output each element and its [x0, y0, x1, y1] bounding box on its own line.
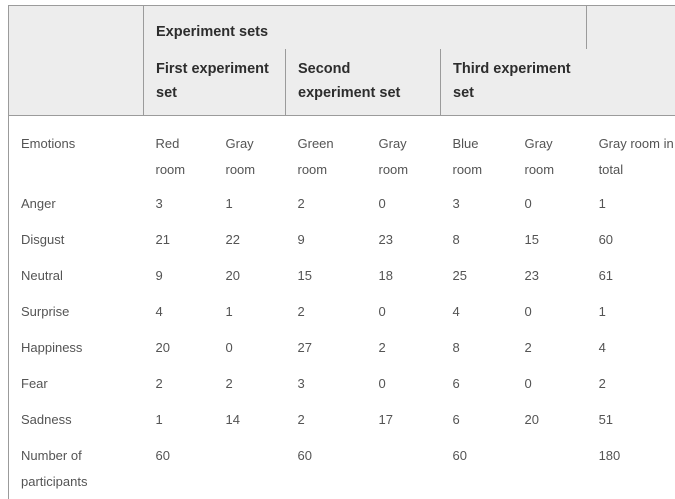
- cell-value: 3: [144, 186, 214, 222]
- column-header-row: Emotions Red room Gray room Green room G…: [9, 116, 675, 186]
- column-header-red-room: Red room: [144, 116, 214, 186]
- cell-value: 4: [587, 330, 675, 366]
- header-blank-cell: [9, 6, 144, 49]
- row-label: Fear: [9, 366, 144, 402]
- group-header-third: Third experiment set: [441, 49, 675, 116]
- cell-value: 61: [587, 258, 675, 294]
- cell-value: 0: [513, 186, 587, 222]
- cell-value: 0: [513, 294, 587, 330]
- group-header-second: Second experiment set: [286, 49, 441, 116]
- column-header-gray-room-1: Gray room: [214, 116, 286, 186]
- cell-value: 2: [513, 330, 587, 366]
- table-row-surprise: Surprise 4 1 2 0 4 0 1: [9, 294, 675, 330]
- column-header-blue-room: Blue room: [441, 116, 513, 186]
- cell-value: 2: [144, 366, 214, 402]
- cell-value: 14: [214, 402, 286, 438]
- group-header-first: First experiment set: [144, 49, 286, 116]
- cell-value: 60: [441, 438, 513, 499]
- cell-value: 2: [286, 402, 367, 438]
- cell-value: 20: [513, 402, 587, 438]
- cell-value: 22: [214, 222, 286, 258]
- cell-value: 60: [587, 222, 675, 258]
- cell-value: 8: [441, 330, 513, 366]
- table-row-fear: Fear 2 2 3 0 6 0 2: [9, 366, 675, 402]
- cell-value: 15: [286, 258, 367, 294]
- cell-value: 0: [367, 186, 441, 222]
- cell-value: 1: [587, 294, 675, 330]
- column-header-green-room: Green room: [286, 116, 367, 186]
- row-label: Neutral: [9, 258, 144, 294]
- experiment-results-table: Experiment sets First experiment set Sec…: [8, 5, 675, 499]
- cell-value: 2: [367, 330, 441, 366]
- table-row-anger: Anger 3 1 2 0 3 0 1: [9, 186, 675, 222]
- cell-value: 60: [144, 438, 214, 499]
- cell-value: 3: [286, 366, 367, 402]
- cell-value: [214, 438, 286, 499]
- cell-value: 15: [513, 222, 587, 258]
- table-row-neutral: Neutral 9 20 15 18 25 23 61: [9, 258, 675, 294]
- row-label: Sadness: [9, 402, 144, 438]
- cell-value: 1: [587, 186, 675, 222]
- cell-value: 21: [144, 222, 214, 258]
- cell-value: 4: [144, 294, 214, 330]
- cell-value: 2: [286, 294, 367, 330]
- cell-value: 23: [367, 222, 441, 258]
- cell-value: 25: [441, 258, 513, 294]
- cell-value: 9: [144, 258, 214, 294]
- cell-value: 0: [214, 330, 286, 366]
- cell-value: 8: [441, 222, 513, 258]
- header-blank-cell: [9, 49, 144, 116]
- cell-value: 1: [144, 402, 214, 438]
- column-header-gray-room-2: Gray room: [367, 116, 441, 186]
- cell-value: 23: [513, 258, 587, 294]
- cell-value: 0: [367, 294, 441, 330]
- experiment-sets-row: Experiment sets: [9, 6, 675, 49]
- header-blank-cell: [587, 6, 675, 49]
- column-header-emotions: Emotions: [9, 116, 144, 186]
- cell-value: [367, 438, 441, 499]
- cell-value: 2: [286, 186, 367, 222]
- row-label: Surprise: [9, 294, 144, 330]
- cell-value: 180: [587, 438, 675, 499]
- cell-value: 0: [513, 366, 587, 402]
- group-header-second-label: Second experiment set: [298, 61, 400, 101]
- cell-value: 4: [441, 294, 513, 330]
- group-header-first-label: First experiment set: [156, 61, 269, 101]
- table-row-participants: Number of participants 60 60 60 180: [9, 438, 675, 499]
- cell-value: [513, 438, 587, 499]
- row-label: Happiness: [9, 330, 144, 366]
- cell-value: 1: [214, 186, 286, 222]
- column-header-gray-room-total: Gray room in total: [587, 116, 675, 186]
- table-row-sadness: Sadness 1 14 2 17 6 20 51: [9, 402, 675, 438]
- cell-value: 18: [367, 258, 441, 294]
- cell-value: 17: [367, 402, 441, 438]
- experiment-sets-header: Experiment sets: [144, 6, 587, 49]
- cell-value: 2: [214, 366, 286, 402]
- cell-value: 1: [214, 294, 286, 330]
- column-header-gray-room-3: Gray room: [513, 116, 587, 186]
- cell-value: 6: [441, 366, 513, 402]
- row-label: Number of participants: [9, 438, 144, 499]
- cell-value: 27: [286, 330, 367, 366]
- cell-value: 20: [214, 258, 286, 294]
- cell-value: 2: [587, 366, 675, 402]
- cell-value: 20: [144, 330, 214, 366]
- cell-value: 6: [441, 402, 513, 438]
- cell-value: 0: [367, 366, 441, 402]
- row-label: Anger: [9, 186, 144, 222]
- cell-value: 60: [286, 438, 367, 499]
- experiment-group-row: First experiment set Second experiment s…: [9, 49, 675, 116]
- row-label: Disgust: [9, 222, 144, 258]
- table-row-happiness: Happiness 20 0 27 2 8 2 4: [9, 330, 675, 366]
- table-header: Experiment sets First experiment set Sec…: [9, 6, 675, 116]
- cell-value: 3: [441, 186, 513, 222]
- table-body: Emotions Red room Gray room Green room G…: [9, 116, 675, 499]
- group-header-third-label: Third experiment set: [453, 58, 573, 106]
- table-row-disgust: Disgust 21 22 9 23 8 15 60: [9, 222, 675, 258]
- cell-value: 51: [587, 402, 675, 438]
- cell-value: 9: [286, 222, 367, 258]
